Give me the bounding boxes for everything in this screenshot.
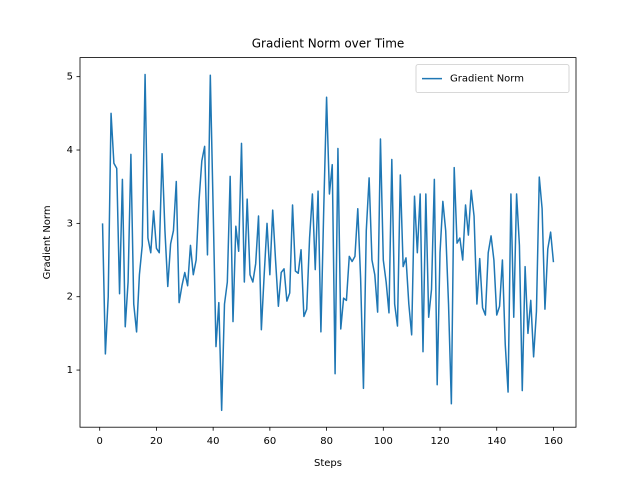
x-tick-label: 140 xyxy=(487,436,506,447)
y-tick-label: 2 xyxy=(67,292,73,303)
x-tick-label: 0 xyxy=(97,436,103,447)
x-tick-label: 20 xyxy=(150,436,163,447)
y-tick-label: 3 xyxy=(67,218,73,229)
x-tick-label: 40 xyxy=(207,436,220,447)
legend-box xyxy=(415,64,570,93)
x-tick-label: 60 xyxy=(263,436,276,447)
x-tick-label: 100 xyxy=(374,436,393,447)
x-axis-label: Steps xyxy=(314,458,342,469)
y-tick-label: 1 xyxy=(67,365,73,376)
data-line xyxy=(101,73,555,412)
axes-frame xyxy=(79,57,577,428)
legend-label: Gradient Norm xyxy=(450,74,524,85)
y-axis-label: Gradient Norm xyxy=(42,205,53,279)
chart-title: Gradient Norm over Time xyxy=(252,37,405,51)
y-tick-label: 4 xyxy=(67,145,73,156)
x-tick-label: 160 xyxy=(544,436,563,447)
x-tick-label: 80 xyxy=(320,436,333,447)
y-tick-label: 5 xyxy=(67,72,73,83)
x-tick-label: 120 xyxy=(430,436,449,447)
